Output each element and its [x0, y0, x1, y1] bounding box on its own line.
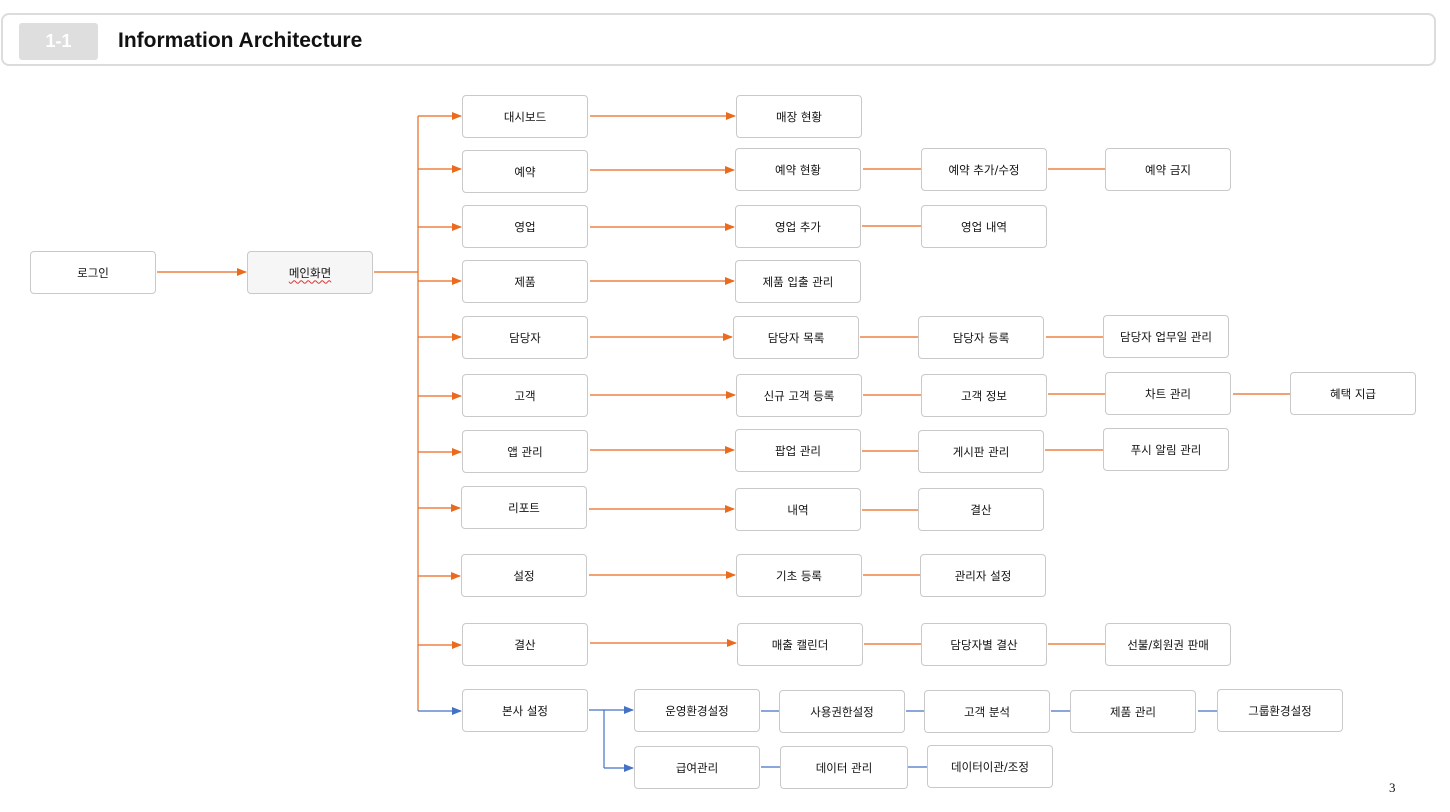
node-sales-add: 영업 추가	[735, 205, 861, 248]
node-app-management: 앱 관리	[462, 430, 588, 473]
node-customer: 고객	[462, 374, 588, 417]
page-title: Information Architecture	[118, 29, 363, 52]
node-staff-register: 담당자 등록	[918, 316, 1044, 359]
node-login: 로그인	[30, 251, 156, 294]
node-reservation-edit: 예약 추가/수정	[921, 148, 1047, 191]
node-push-management: 푸시 알림 관리	[1103, 428, 1229, 471]
node-staff-settlement: 담당자별 결산	[921, 623, 1047, 666]
node-staff-workday: 담당자 업무일 관리	[1103, 315, 1229, 358]
page-number: 3	[1389, 780, 1396, 795]
section-number-badge: 1-1	[19, 23, 98, 60]
node-popup-management: 팝업 관리	[735, 429, 861, 472]
node-basic-register: 기초 등록	[736, 554, 862, 597]
node-product-inout: 제품 입출 관리	[735, 260, 861, 303]
node-report: 리포트	[461, 486, 587, 529]
node-payroll: 급여관리	[634, 746, 760, 789]
node-chart-management: 차트 관리	[1105, 372, 1231, 415]
node-reservation: 예약	[462, 150, 588, 193]
node-group-settings: 그룹환경설정	[1217, 689, 1343, 732]
node-benefit: 혜택 지급	[1290, 372, 1416, 415]
node-settings: 설정	[461, 554, 587, 597]
node-staff: 담당자	[462, 316, 588, 359]
node-report-settlement: 결산	[918, 488, 1044, 531]
node-reservation-block: 예약 금지	[1105, 148, 1231, 191]
node-reservation-status: 예약 현황	[735, 148, 861, 191]
node-hq-settings: 본사 설정	[462, 689, 588, 732]
node-store-status: 매장 현황	[736, 95, 862, 138]
node-product: 제품	[462, 260, 588, 303]
node-staff-list: 담당자 목록	[733, 316, 859, 359]
node-customer-analysis: 고객 분석	[924, 690, 1050, 733]
node-data-management: 데이터 관리	[780, 746, 908, 789]
node-board-management: 게시판 관리	[918, 430, 1044, 473]
node-customer-info: 고객 정보	[921, 374, 1047, 417]
node-admin-settings: 관리자 설정	[920, 554, 1046, 597]
node-history: 내역	[735, 488, 861, 531]
node-operation-settings: 운영환경설정	[634, 689, 760, 732]
node-new-customer: 신규 고객 등록	[736, 374, 862, 417]
node-product-management: 제품 관리	[1070, 690, 1196, 733]
node-main-screen: 메인화면	[247, 251, 373, 294]
node-permission-settings: 사용권한설정	[779, 690, 905, 733]
node-prepaid-sales: 선불/회원권 판매	[1105, 623, 1231, 666]
node-sales-calendar: 매출 캘린더	[737, 623, 863, 666]
node-data-migration: 데이터이관/조정	[927, 745, 1053, 788]
node-sales-history: 영업 내역	[921, 205, 1047, 248]
node-dashboard: 대시보드	[462, 95, 588, 138]
node-settlement: 결산	[462, 623, 588, 666]
node-sales: 영업	[462, 205, 588, 248]
header-bar: 1-1 Information Architecture	[1, 13, 1436, 66]
